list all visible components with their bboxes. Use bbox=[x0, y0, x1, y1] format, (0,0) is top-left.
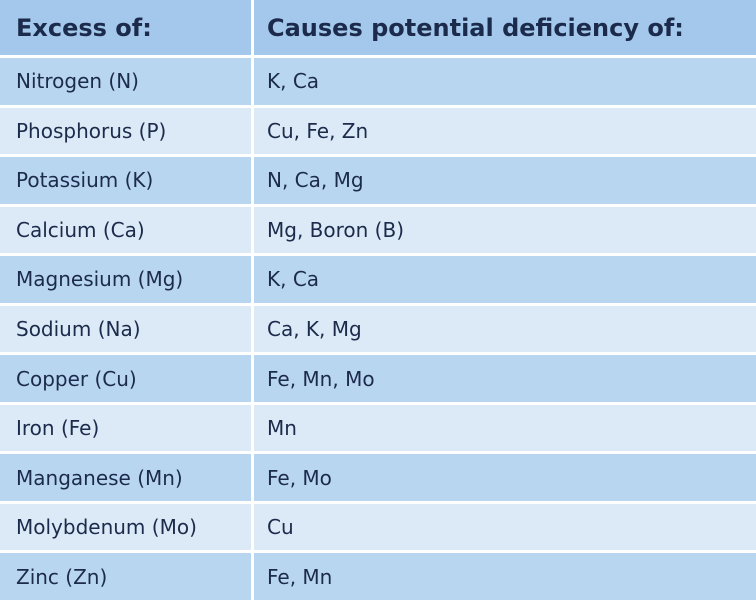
table-cell: Molybdenum (Mo) bbox=[0, 503, 251, 551]
table-cell: Fe, Mn, Mo bbox=[254, 355, 756, 402]
table-cell: Potassium (K) bbox=[0, 157, 251, 204]
table-cell: Fe, Mo bbox=[254, 454, 756, 501]
table-cell: Magnesium (Mg) bbox=[0, 256, 251, 303]
table-cell: Mg, Boron (B) bbox=[254, 206, 756, 254]
table-cell: Calcium (Ca) bbox=[0, 206, 251, 254]
table-cell: Copper (Cu) bbox=[0, 355, 251, 402]
table-cell: Iron (Fe) bbox=[0, 404, 251, 452]
table-cell: Nitrogen (N) bbox=[0, 58, 251, 105]
table-cell: Ca, K, Mg bbox=[254, 305, 756, 353]
table-cell: K, Ca bbox=[254, 256, 756, 303]
header-cell: Causes potential deficiency of: bbox=[254, 0, 756, 55]
table-cell: Cu bbox=[254, 503, 756, 551]
table-cell: Manganese (Mn) bbox=[0, 454, 251, 501]
table-cell: Mn bbox=[254, 404, 756, 452]
table-cell: Sodium (Na) bbox=[0, 305, 251, 353]
header-cell: Excess of: bbox=[0, 0, 251, 55]
table-cell: K, Ca bbox=[254, 58, 756, 105]
table-cell: Cu, Fe, Zn bbox=[254, 107, 756, 155]
table-cell: Phosphorus (P) bbox=[0, 107, 251, 155]
table-cell: Zinc (Zn) bbox=[0, 553, 251, 600]
table-cell: Fe, Mn bbox=[254, 553, 756, 600]
table-cell: N, Ca, Mg bbox=[254, 157, 756, 204]
